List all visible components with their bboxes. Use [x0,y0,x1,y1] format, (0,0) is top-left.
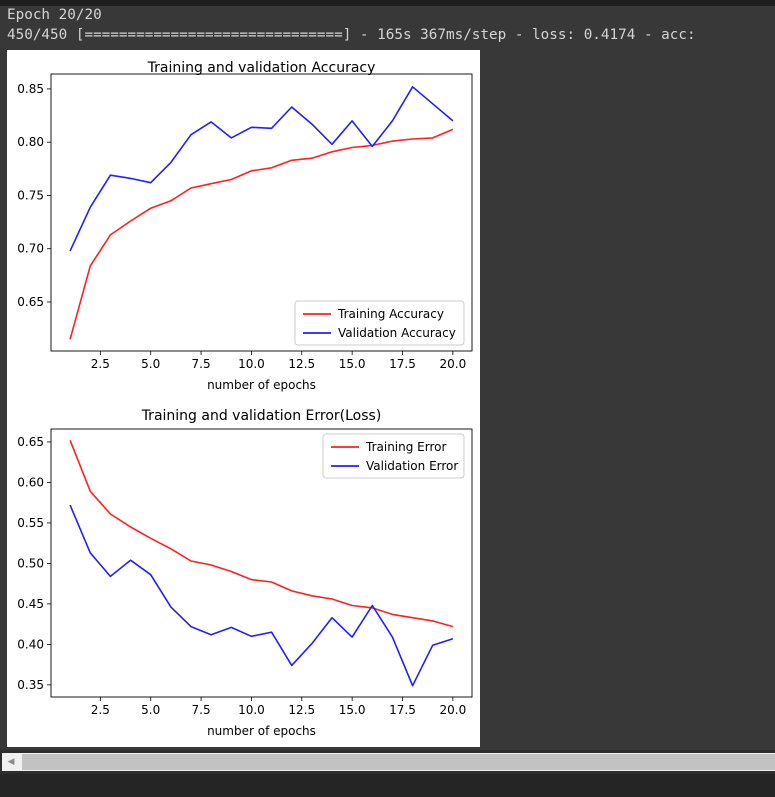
x-tick-label: 5.0 [141,357,160,371]
legend-box [322,433,465,479]
x-tick-label: 15.0 [339,703,366,717]
epoch-line: Epoch 20/20 [7,7,102,23]
y-tick-label: 0.60 [17,475,44,489]
y-tick-label: 0.35 [17,678,44,692]
validation-line [69,504,454,687]
figure-svg: Training and validation Accuracy 2.5 5.0 7.… [17,60,473,738]
y-tick-label: 0.80 [17,135,44,149]
x-axis-label: number of epochs [207,378,316,392]
y-tick-label: 0.65 [17,435,44,449]
x-tick-label: 7.5 [192,703,211,717]
x-tick-label: 2.5 [91,357,110,371]
y-tick-label: 0.55 [17,516,44,530]
legend: Training Accuracy Validation Accuracy [294,300,465,346]
plot-image: Training and validation Accuracy 2.5 5.0 7.… [7,50,480,747]
x-tick-label: 17.5 [389,357,416,371]
training-line [69,440,454,628]
y-tick-label: 0.40 [17,637,44,651]
y-tick-label: 0.70 [17,242,44,256]
horizontal-scrollbar[interactable]: ◀ [2,753,775,771]
x-tick-label: 20.0 [440,703,467,717]
cell-output-area: Epoch 20/20 450/450 [===================… [0,6,775,750]
plot-frame [50,73,473,352]
legend-entry: Training Error [365,440,446,454]
plot-frame [50,428,473,698]
y-tick-label: 0.50 [17,556,44,570]
chart-title: Training and validation Accuracy [147,60,376,76]
x-tick-label: 5.0 [141,703,160,717]
validation-line [69,85,454,252]
x-axis-label: number of epochs [207,724,316,738]
y-tick-label: 0.45 [17,597,44,611]
top-border [0,0,775,6]
x-tick-label: 10.0 [238,703,265,717]
bottom-bar [0,774,775,797]
y-tick-label: 0.65 [17,295,44,309]
x-tick-label: 17.5 [389,703,416,717]
legend-entry: Training Accuracy [337,307,444,321]
horizontal-scroll-area: ◀ [0,750,775,774]
legend-entry: Validation Accuracy [338,326,456,340]
chart-title: Training and validation Error(Loss) [141,408,382,424]
chevron-left-icon[interactable]: ◀ [7,757,15,767]
x-tick-label: 15.0 [339,357,366,371]
accuracy-chart: Training and validation Accuracy 2.5 5.0 7.… [17,60,473,392]
x-tick-label: 12.5 [288,703,315,717]
x-tick-label: 10.0 [238,357,265,371]
progress-line: 450/450 [==============================]… [7,27,696,43]
y-tick-label: 0.85 [17,82,44,96]
legend: Training Error Validation Error [322,433,465,479]
x-tick-label: 20.0 [440,357,467,371]
legend-entry: Validation Error [366,459,458,473]
training-line [69,128,454,340]
loss-chart: Training and validation Error(Loss) 2.5 5.… [17,408,473,738]
y-tick-label: 0.75 [17,188,44,202]
x-tick-label: 12.5 [288,357,315,371]
scrollbar-thumb[interactable] [22,754,775,770]
legend-box [294,300,465,346]
x-tick-label: 2.5 [91,703,110,717]
x-tick-label: 7.5 [192,357,211,371]
